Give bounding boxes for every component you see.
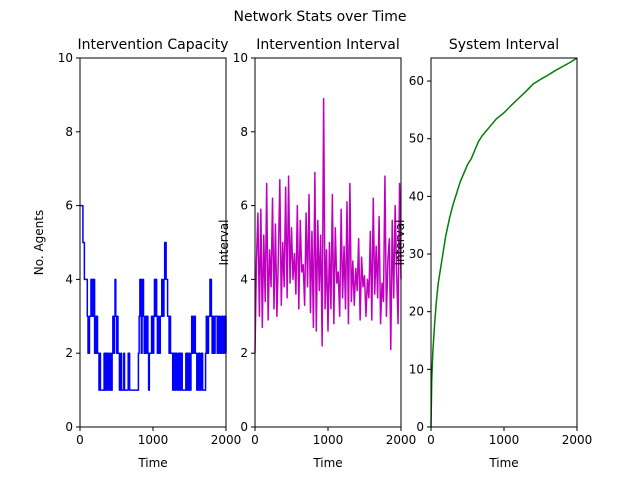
- y-tick-label: 20: [409, 305, 424, 319]
- y-tick-label: 6: [240, 199, 248, 213]
- x-tick-label: 2000: [211, 433, 242, 447]
- y-axis-label: Interval: [393, 220, 407, 266]
- series-line-3-1: [430, 57, 578, 428]
- y-tick-label: 40: [409, 189, 424, 203]
- subplot-3: 0 1000 2000 0 10 20 30 40 50 60 System Interval Tim…: [393, 37, 592, 470]
- x-tick-label: 2000: [386, 433, 417, 447]
- y-tick-label: 8: [240, 125, 248, 139]
- y-tick-label: 50: [409, 132, 424, 146]
- subplot-1: 0 1000 2000 0 2 4 6 8 10 Intervention Capacity Tim…: [32, 37, 241, 470]
- x-axis-label: Time: [137, 456, 167, 470]
- x-tick-label: 1000: [489, 433, 520, 447]
- y-tick-label: 30: [409, 247, 424, 261]
- x-tick-label: 1000: [313, 433, 344, 447]
- subplot-title: Intervention Interval: [256, 37, 400, 53]
- series-line-1-1: [80, 204, 227, 391]
- x-tick-label: 0: [427, 433, 435, 447]
- y-tick-label: 4: [65, 272, 73, 286]
- y-tick-label: 2: [65, 346, 73, 360]
- y-tick-label: 10: [409, 362, 424, 376]
- y-tick-label: 60: [409, 74, 424, 88]
- y-axis-label: No. Agents: [32, 210, 46, 276]
- y-tick-label: 6: [65, 199, 73, 213]
- y-tick-label: 8: [65, 125, 73, 139]
- subplot-title: Intervention Capacity: [77, 37, 228, 53]
- subplot-title: System Interval: [449, 37, 559, 53]
- y-tick-label: 0: [65, 420, 73, 434]
- series-line-2-1: [254, 97, 402, 354]
- x-axis-label: Time: [488, 456, 518, 470]
- y-tick-label: 0: [416, 420, 424, 434]
- y-tick-label: 10: [58, 51, 73, 65]
- x-tick-label: 0: [251, 433, 259, 447]
- figure-title: Network Stats over Time: [233, 9, 406, 25]
- x-tick-label: 0: [76, 433, 84, 447]
- subplot-2: 0 1000 2000 0 2 4 6 8 10 Intervention Interval Tim…: [217, 37, 416, 470]
- y-tick-label: 10: [233, 51, 248, 65]
- y-tick-label: 0: [240, 420, 248, 434]
- x-tick-label: 1000: [138, 433, 169, 447]
- y-tick-label: 2: [240, 346, 248, 360]
- x-axis-label: Time: [312, 456, 342, 470]
- y-axis-label: Interval: [217, 220, 231, 266]
- y-tick-label: 4: [240, 272, 248, 286]
- x-tick-label: 2000: [562, 433, 593, 447]
